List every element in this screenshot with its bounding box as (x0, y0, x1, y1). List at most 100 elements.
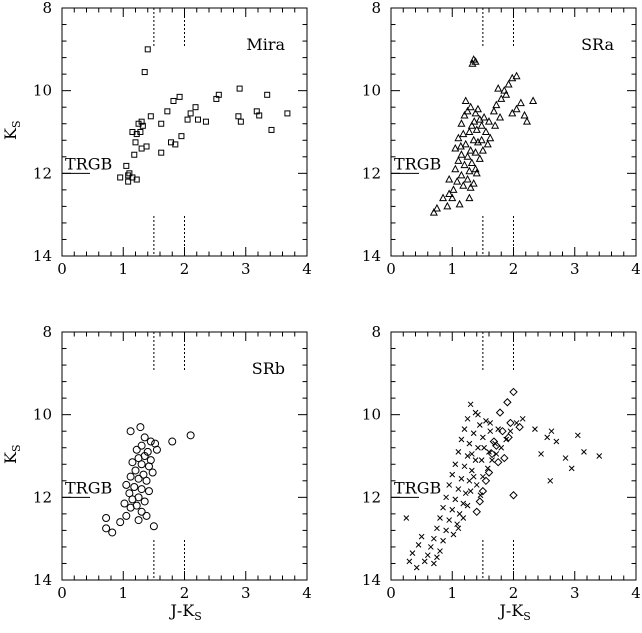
data-point-cross (470, 430, 477, 437)
data-point-diamond (504, 433, 513, 442)
data-point-square (194, 116, 201, 123)
data-point-cross (503, 436, 510, 443)
y-tick-label: 10 (362, 406, 381, 424)
data-point-triangle (504, 79, 513, 88)
data-point-square (147, 113, 154, 120)
data-point-circle (122, 511, 131, 520)
x-tick-label: 4 (302, 584, 312, 602)
y-tick-label: 14 (362, 571, 381, 589)
data-point-cross (449, 471, 456, 478)
data-point-triangle (461, 96, 470, 104)
data-point-triangle (448, 193, 457, 202)
x-tick-label: 0 (57, 260, 67, 278)
data-point-square (131, 151, 138, 158)
x-axis-label-subscript: S (194, 610, 202, 623)
data-point-triangle (473, 137, 483, 146)
data-point-triangle (477, 121, 486, 129)
data-point-circle (146, 437, 155, 446)
data-point-circle (134, 474, 143, 483)
y-tick-label: 14 (33, 571, 52, 589)
data-point-cross (446, 482, 453, 488)
data-point-circle (116, 518, 125, 527)
data-point-cross (486, 449, 492, 455)
data-point-triangle (449, 185, 458, 193)
data-point-square (143, 143, 150, 150)
data-point-circle (139, 470, 148, 479)
data-point-cross (406, 558, 413, 565)
data-point-triangle (473, 104, 483, 113)
data-point-cross (443, 494, 449, 501)
data-point-square (125, 178, 132, 185)
data-point-triangle (470, 117, 479, 125)
trgb-label: TRGB (394, 154, 441, 173)
y-tick-label: 14 (33, 247, 52, 265)
data-point-cross (450, 531, 457, 538)
data-point-triangle (516, 98, 525, 107)
data-point-cross (507, 428, 514, 435)
x-tick-label: 3 (241, 260, 251, 278)
data-point-circle (140, 433, 149, 442)
data-point-diamond (509, 491, 518, 500)
data-point-triangle (486, 133, 495, 142)
data-point-cross (489, 457, 495, 463)
y-tick-label: 8 (42, 0, 52, 17)
data-point-circle (122, 480, 131, 489)
data-point-square (172, 141, 179, 148)
data-point-cross (480, 434, 486, 441)
data-point-triangle (463, 174, 472, 183)
data-point-cross (487, 428, 494, 435)
data-point-triangle (465, 127, 474, 135)
data-point-cross (418, 533, 425, 540)
data-point-cross (424, 552, 431, 559)
panel-label: SRa (581, 35, 614, 54)
x-tick-label: 2 (180, 260, 190, 278)
data-point-square (133, 176, 140, 183)
data-point-cross (461, 426, 468, 432)
data-point-circle (140, 497, 149, 506)
data-point-triangle (494, 84, 503, 92)
y-tick-label: 10 (33, 406, 52, 424)
data-point-diamond (475, 497, 485, 506)
data-point-cross (415, 542, 422, 548)
data-point-triangle (495, 112, 505, 121)
data-point-triangle (472, 125, 481, 133)
x-tick-label: 2 (509, 260, 519, 278)
data-point-triangle (457, 170, 466, 179)
data-point-triangle (471, 148, 480, 156)
data-point-circle (102, 524, 111, 533)
data-point-triangle (456, 141, 465, 150)
y-tick-label: 8 (42, 323, 52, 341)
data-point-cross (475, 411, 481, 418)
data-point-square (158, 120, 165, 127)
data-point-diamond (509, 387, 518, 397)
data-point-circle (134, 516, 143, 525)
panel-label: SRb (252, 359, 285, 378)
data-point-triangle (457, 150, 466, 158)
data-point-square (236, 85, 243, 92)
data-point-cross (403, 515, 410, 521)
data-point-triangle (465, 166, 474, 175)
data-point-cross (568, 465, 575, 472)
data-point-cross (443, 527, 449, 534)
data-point-cross (473, 482, 480, 488)
data-point-square (123, 162, 130, 169)
data-point-triangle (466, 183, 475, 191)
data-point-cross (467, 488, 474, 494)
data-point-triangle (472, 168, 481, 177)
data-point-cross (437, 548, 443, 554)
data-point-square (144, 46, 151, 53)
data-point-triangle (520, 110, 529, 119)
data-point-triangle (502, 90, 511, 98)
x-tick-label: 1 (118, 584, 128, 602)
data-point-triangle (466, 146, 475, 154)
x-tick-label: 3 (570, 584, 580, 602)
data-point-cross (462, 490, 469, 497)
data-point-diamond (500, 453, 509, 463)
data-point-triangle (439, 193, 448, 202)
data-point-cross (493, 451, 500, 457)
data-point-cross (458, 436, 465, 443)
data-point-circle (130, 483, 139, 491)
data-point-cross (464, 502, 471, 509)
